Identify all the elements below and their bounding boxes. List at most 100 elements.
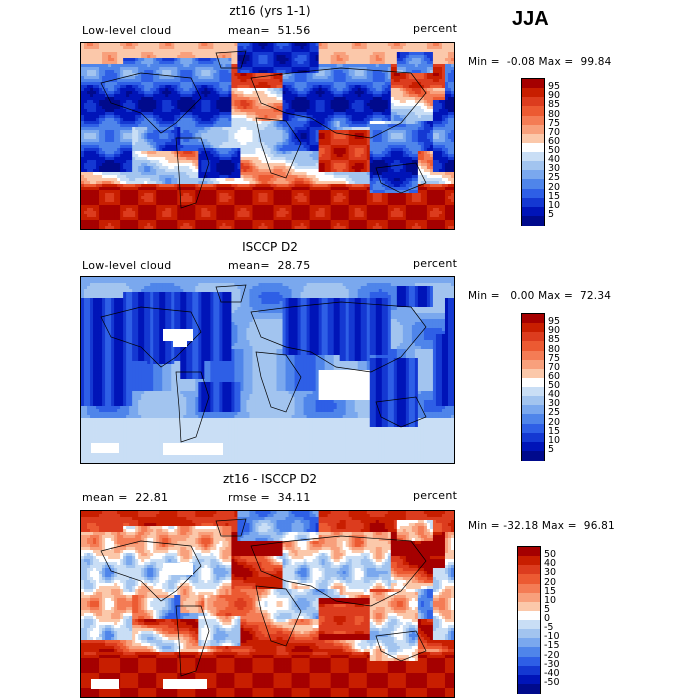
- map-cell: [270, 61, 274, 65]
- map-cell: [345, 106, 350, 110]
- map-cell: [228, 160, 232, 164]
- map-cell: [81, 52, 85, 56]
- map-cell: [444, 115, 449, 119]
- map-cell: [390, 49, 395, 53]
- map-cell: [204, 49, 208, 53]
- map-cell: [273, 115, 277, 119]
- map-cell: [351, 85, 356, 89]
- map-cell: [156, 151, 160, 155]
- map-cell: [237, 91, 241, 95]
- map-cell: [369, 112, 374, 116]
- map-cell: [399, 151, 404, 155]
- map-cell: [234, 97, 238, 101]
- map-cell: [102, 52, 106, 56]
- map-cell: [267, 79, 271, 83]
- map-cell: [315, 160, 320, 164]
- map-cell: [318, 103, 323, 107]
- map-cell: [195, 121, 199, 125]
- map-cell: [324, 76, 329, 80]
- map-cell: [123, 148, 127, 152]
- map-cell: [309, 130, 314, 134]
- map-cell: [342, 94, 347, 98]
- map-cell: [225, 115, 229, 119]
- map-cell: [336, 121, 341, 125]
- map-cell: [81, 94, 85, 98]
- map-cell: [222, 103, 226, 107]
- map-cell: [213, 79, 217, 83]
- map-cell: [426, 124, 431, 128]
- map-cell: [402, 85, 407, 89]
- map-cell: [399, 43, 404, 47]
- map-cell: [207, 118, 211, 122]
- map-cell: [156, 154, 160, 158]
- map-cell: [147, 43, 151, 47]
- map-cell: [366, 118, 371, 122]
- map-cell: [159, 88, 163, 92]
- map-cell: [270, 121, 274, 125]
- map-cell: [144, 127, 148, 131]
- map-cell: [438, 61, 443, 65]
- map-cell: [405, 58, 410, 62]
- map-cell: [132, 82, 136, 86]
- map-cell: [228, 64, 232, 68]
- map-cell: [420, 112, 425, 116]
- map-cell: [306, 109, 311, 113]
- map-cell: [339, 100, 344, 104]
- map-cell: [438, 157, 443, 161]
- map-cell: [135, 112, 139, 116]
- map-cell: [207, 130, 211, 134]
- map-cell: [303, 160, 308, 164]
- map-cell: [234, 136, 238, 140]
- map-cell: [144, 67, 148, 71]
- map-cell: [171, 64, 175, 68]
- map-cell: [336, 142, 341, 146]
- map-cell: [354, 145, 359, 149]
- map-cell: [342, 133, 347, 137]
- map-cell: [102, 106, 106, 110]
- map-cell: [126, 94, 130, 98]
- map-cell: [348, 100, 353, 104]
- map-cell: [408, 109, 413, 113]
- map-cell: [351, 148, 356, 152]
- map-cell: [291, 46, 295, 50]
- map-cell: [168, 106, 172, 110]
- map-cell: [207, 55, 211, 59]
- map-cell: [387, 157, 392, 161]
- map-cell: [123, 76, 127, 80]
- map-cell: [282, 73, 286, 77]
- map-cell: [336, 112, 341, 116]
- map-cell: [408, 43, 413, 47]
- map-cell: [183, 145, 187, 149]
- map-cell: [156, 112, 160, 116]
- map-cell: [192, 145, 196, 149]
- map-cell: [216, 100, 220, 104]
- map-cell: [126, 127, 130, 131]
- map-cell: [117, 115, 121, 119]
- map-cell: [282, 136, 286, 140]
- map-cell: [357, 61, 362, 65]
- map-cell: [348, 55, 353, 59]
- map-cell: [399, 82, 404, 86]
- map-cell: [312, 82, 317, 86]
- map-cell: [177, 94, 181, 98]
- map-cell: [447, 139, 452, 143]
- map-cell: [441, 70, 446, 74]
- map-cell: [375, 91, 380, 95]
- map-cell: [141, 94, 145, 98]
- map-cell: [354, 121, 359, 125]
- map-cell: [264, 118, 268, 122]
- map-cell: [117, 118, 121, 122]
- map-cell: [99, 97, 103, 101]
- map-cell: [243, 91, 247, 95]
- map-cell: [396, 46, 401, 50]
- map-cell: [180, 73, 184, 77]
- map-cell: [234, 148, 238, 152]
- map-cell: [174, 130, 178, 134]
- map-cell: [144, 82, 148, 86]
- map-cell: [207, 52, 211, 56]
- map-cell: [261, 64, 265, 68]
- map-cell: [297, 100, 301, 104]
- map-cell: [351, 112, 356, 116]
- map-cell: [174, 52, 178, 56]
- map-cell: [210, 61, 214, 65]
